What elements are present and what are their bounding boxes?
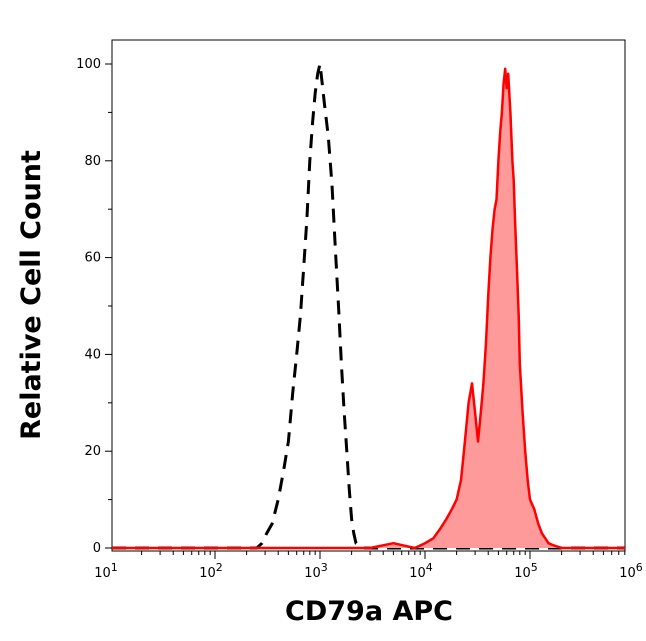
x-axis-title: CD79a APC: [285, 596, 453, 627]
x-tick-label: 104: [409, 561, 433, 581]
x-tick-label: 106: [619, 561, 643, 581]
x-tick-label: 103: [304, 561, 328, 581]
x-axis: 101 102 103 104 105 106: [94, 551, 643, 581]
stained-histogram-line: [112, 67, 625, 550]
x-tick-label: 105: [514, 561, 538, 581]
y-tick-label: 80: [84, 154, 101, 169]
y-tick-label: 20: [84, 444, 101, 459]
stained-histogram-fill: [112, 68, 625, 549]
control-histogram-line: [112, 62, 625, 550]
y-tick-label: 40: [84, 347, 101, 362]
y-tick-label: 100: [76, 57, 101, 72]
series-layer: [112, 62, 625, 550]
x-tick-label: 102: [199, 561, 223, 581]
y-tick-label: 0: [93, 541, 101, 556]
y-tick-label: 60: [84, 251, 101, 266]
x-tick-label: 101: [94, 561, 118, 581]
plot-frame: [111, 39, 626, 552]
y-axis-title: Relative Cell Count: [16, 150, 47, 440]
y-axis: 0 20 40 60 80 100: [76, 57, 112, 556]
